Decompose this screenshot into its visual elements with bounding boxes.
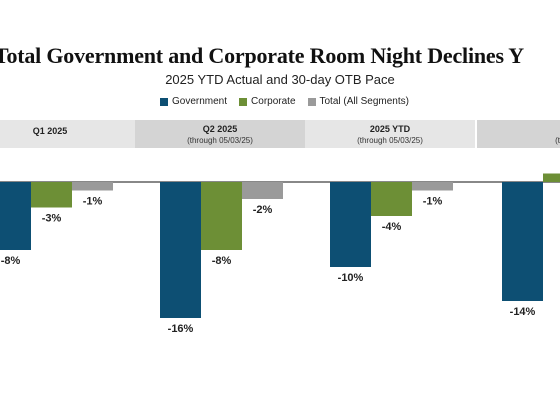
category-band <box>135 120 305 148</box>
bar-corporate-3 <box>543 173 560 182</box>
data-label: -16% <box>168 323 194 335</box>
category-sublabel: (through 05/03/25) <box>187 136 253 145</box>
legend-label-total: Total (All Segments) <box>319 96 409 107</box>
legend-item-government: Government <box>160 96 227 107</box>
category-label: 2025 YTD <box>370 124 411 134</box>
legend-swatch-corporate <box>239 97 248 106</box>
data-label: -1% <box>83 196 103 208</box>
category-band <box>305 120 475 148</box>
bar-government-2 <box>330 182 371 267</box>
data-label: -2% <box>253 204 273 216</box>
data-label: -8% <box>1 255 21 267</box>
bar-government-0 <box>0 182 31 250</box>
category-sublabel: (through <box>555 136 560 145</box>
legend-item-corporate: Corporate <box>239 96 296 107</box>
category-label: Q1 2025 <box>33 126 68 136</box>
chart-subtitle: 2025 YTD Actual and 30-day OTB Pace <box>165 72 395 87</box>
category-label: Q2 2025 <box>203 124 238 134</box>
bar-total-all-segments--2 <box>412 182 453 191</box>
legend-label-government: Government <box>172 96 228 107</box>
data-label: -8% <box>212 255 232 267</box>
bar-government-3 <box>502 182 543 301</box>
legend-swatch-total <box>307 97 316 106</box>
bar-total-all-segments--1 <box>242 182 283 199</box>
category-band <box>0 120 135 148</box>
bar-government-1 <box>160 182 201 318</box>
data-label: -4% <box>382 221 402 233</box>
legend-item-total: Total (All Segments) <box>307 96 409 107</box>
legend-swatch-government <box>160 97 168 106</box>
bar-corporate-2 <box>371 182 412 216</box>
data-label: -3% <box>42 213 62 225</box>
bar-corporate-1 <box>201 182 242 250</box>
category-band <box>477 120 560 148</box>
data-label: -1% <box>423 196 443 208</box>
data-label: -10% <box>338 272 364 284</box>
bar-corporate-0 <box>31 182 72 208</box>
category-sublabel: (through 05/03/25) <box>357 136 423 145</box>
bar-total-all-segments--0 <box>72 182 113 191</box>
legend: Government Corporate Total (All Segments… <box>160 96 409 107</box>
chart-title: Total Government and Corporate Room Nigh… <box>0 43 524 68</box>
legend-label-corporate: Corporate <box>251 96 296 107</box>
data-label: -14% <box>510 306 536 318</box>
